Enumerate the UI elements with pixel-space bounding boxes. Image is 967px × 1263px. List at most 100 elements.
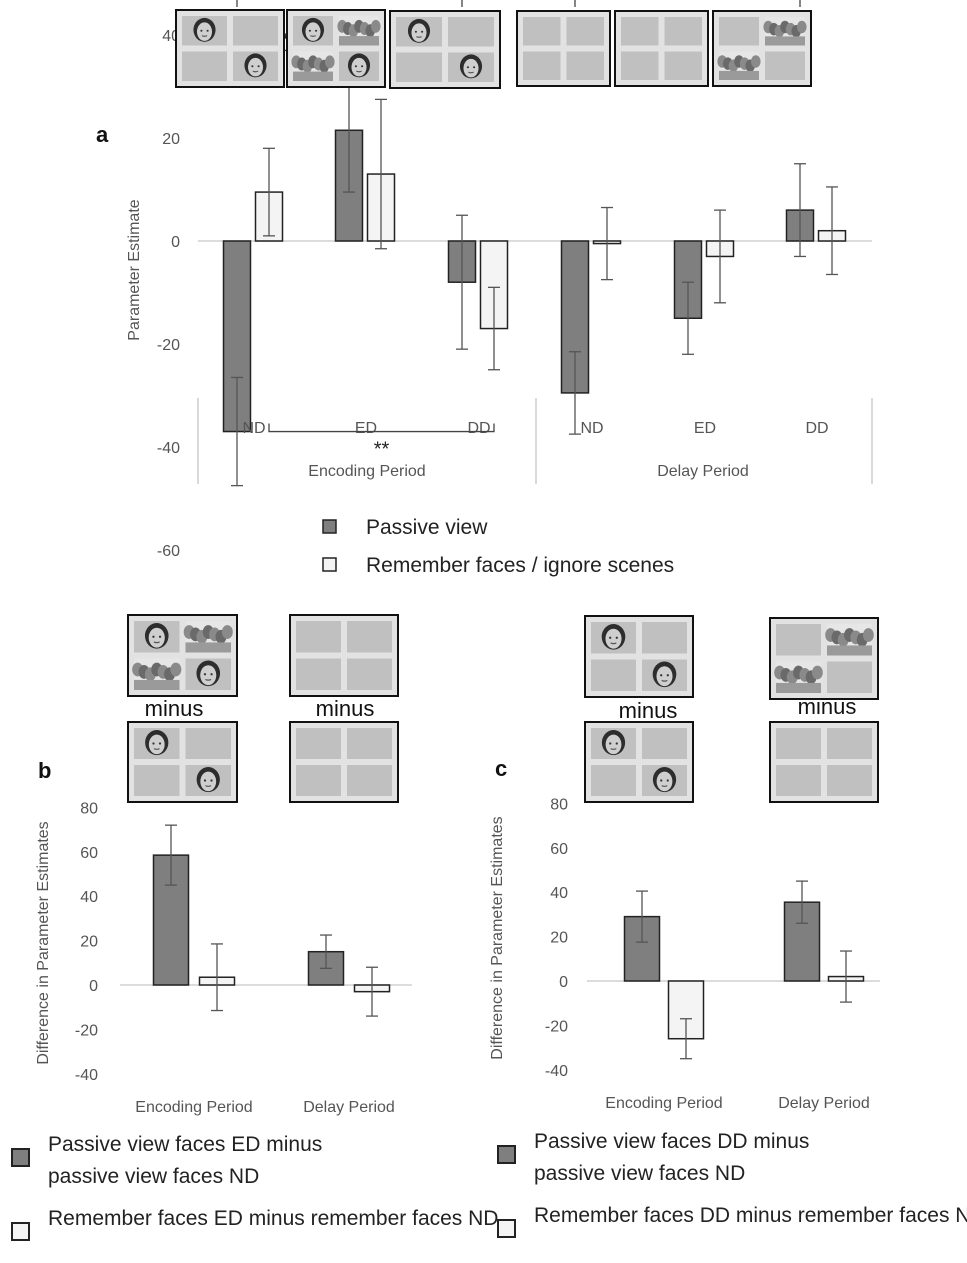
panel-letter: c [495,756,507,781]
stimulus-cell [566,17,604,46]
stimulus-encoding-nd [175,9,285,88]
legend-label: Passive view faces ED minus passive view … [48,1133,322,1188]
legend-label: Remember faces ED minus remember faces N… [48,1207,498,1230]
y-tick-label: -20 [545,1018,568,1035]
stimulus-c-dd-encoding [584,615,694,698]
error-bar [231,376,243,487]
stimulus-b-nd-encoding [127,721,238,803]
legend-swatch [322,519,337,534]
legend-swatch [11,1148,30,1167]
stimulus-cell [776,624,821,656]
stimulus-cell [396,52,442,82]
stimulus-cell [347,621,392,653]
error-bar [682,281,694,355]
stimulus-cell [591,765,636,796]
error-bar [375,98,387,250]
x-category-label: DD [467,420,490,437]
significance-label: ** [374,439,390,461]
x-group-label: Delay Period [657,463,749,480]
y-tick-label: -20 [75,1022,98,1039]
error-bar [794,163,806,258]
stimulus-cell [296,621,341,653]
x-category-label: Delay Period [778,1095,870,1112]
face-photo-icon [407,18,431,43]
y-tick-label: 20 [80,934,98,951]
stimulus-cell [134,765,180,796]
y-tick-label: 0 [171,234,180,251]
error-bar [165,824,177,886]
legend-label: Remember faces DD minus remember faces N… [534,1204,967,1227]
stimulus-cell [642,622,687,654]
stimulus-cell [233,16,278,46]
error-bar [366,966,378,1017]
y-tick-label: 60 [80,845,98,862]
x-category-label: Encoding Period [605,1095,722,1112]
minus-label: minus [145,696,204,721]
stimulus-cell [642,728,687,759]
legend-swatch [497,1219,516,1238]
stimulus-cell [185,728,231,759]
scene-photo-icon [337,16,381,46]
y-tick-label: 20 [550,930,568,947]
stimulus-cell [664,17,702,46]
x-category-label: ED [355,420,377,437]
y-tick-label: 80 [550,796,568,813]
error-bar [569,351,581,435]
scene-photo-icon [763,17,807,46]
face-photo-icon [652,661,677,688]
face-photo-icon [301,17,325,42]
y-tick-label: 20 [162,131,180,148]
stimulus-b-ed-encoding [127,614,238,697]
face-photo-icon [601,624,626,650]
y-tick-label: -40 [75,1067,98,1084]
x-category-label: Encoding Period [135,1099,252,1116]
scene-photo-icon [291,51,335,81]
y-axis-title: Difference in Parameter Estimates [35,821,52,1064]
stimulus-cell [776,765,821,796]
error-bar [263,147,275,237]
face-photo-icon [244,53,267,78]
y-tick-label: 60 [550,841,568,858]
stimulus-c-nd-delay [769,721,879,803]
minus-label: minus [619,698,678,723]
stimulus-cell [827,661,872,693]
stimulus-cell [347,658,392,690]
stimulus-cell [296,658,341,690]
stimulus-cell [448,17,494,47]
stimulus-cell [765,51,805,80]
face-photo-icon [459,54,483,79]
legend-label: Passive view faces DD minus passive view … [534,1130,809,1185]
panel-c-chart: 80 60 40 20 0 -20 -40 Difference in Parameter E… [489,756,967,1238]
y-tick-label: 40 [550,885,568,902]
y-axis-title: Parameter Estimate [126,199,143,340]
legend-swatch [497,1145,516,1164]
face-photo-icon [196,660,221,687]
error-bar [680,1018,692,1060]
scene-photo-icon [183,621,233,653]
stimulus-c-dd-delay [769,617,879,700]
minus-label: minus [316,696,375,721]
y-tick-label: 0 [559,974,568,991]
legend-label: Passive view [366,516,488,539]
panel-letter: b [38,758,51,783]
significance-label: *** [676,0,700,1]
stimulus-delay-nd [516,10,611,87]
stimulus-delay-dd [712,10,812,87]
stimulus-cell [719,17,759,46]
error-bar [714,209,726,304]
stimulus-cell [182,51,227,81]
stimulus-cell [621,17,659,46]
scene-photo-icon [825,624,874,656]
y-tick-label: -20 [157,337,180,354]
stimulus-cell [566,51,604,80]
x-category-label: ED [694,420,716,437]
x-category-label: ND [242,420,265,437]
stimulus-cell [591,659,636,691]
stimulus-cell [347,765,392,796]
face-photo-icon [652,767,677,793]
significance-bracket: *** [574,0,801,7]
legend-a: Passive view Remember faces / ignore scen… [322,516,674,577]
stimulus-b-ed-delay [289,614,399,697]
stimulus-delay-ed [614,10,709,87]
